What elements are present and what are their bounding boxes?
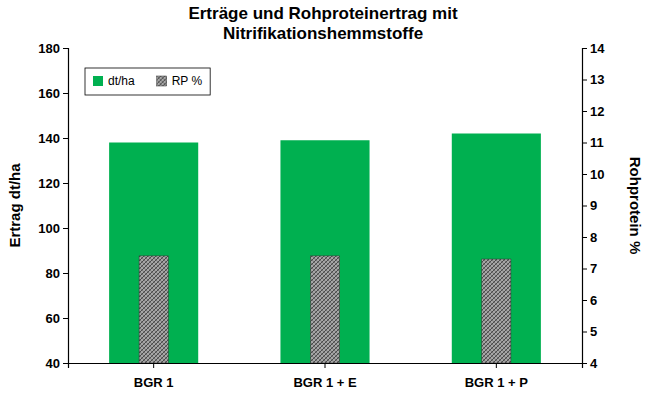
tick-label: 6 [590,293,597,308]
tick-mark [582,48,587,49]
tick-label: BGR 1 [134,375,174,390]
legend-box [85,68,210,95]
tick: 11 [582,135,604,150]
tick-mark [582,237,587,238]
axis-line [583,49,588,364]
tick-label: 140 [38,131,60,146]
tick-label: 8 [590,230,597,245]
tick-label: 5 [590,324,597,339]
tick: 100 [38,221,68,236]
tick-mark [582,143,587,144]
tick: 10 [582,167,604,182]
tick: BGR 1 + E [293,363,357,390]
tick-label: 180 [38,41,60,56]
tick-label: 13 [590,72,604,87]
tick: 40 [46,356,68,371]
title: Erträge und Rohproteinertrag mitNitrifik… [188,4,458,43]
tick-mark [63,48,68,49]
tick-mark [63,363,68,364]
tick-mark [582,174,587,175]
legend-label: dt/ha [108,74,135,88]
tick: 12 [582,104,604,119]
tick: BGR 1 + P [465,363,529,390]
tick-label: 14 [590,41,605,56]
tick-label: 80 [46,266,60,281]
tick-label: 160 [38,86,60,101]
tick-mark [153,363,154,368]
tick: 9 [582,198,597,213]
legend-item: dt/ha [93,74,135,88]
tick: 14 [582,41,605,56]
tick: 5 [582,324,597,339]
tick-mark [582,206,587,207]
bar [109,143,198,364]
tick: 4 [582,356,598,371]
bars [109,134,541,364]
tick-mark [63,318,68,319]
y2-axis: 4 5 6 7 8 9 10 11 12 13 14 [582,41,605,371]
tick-label: 9 [590,198,597,213]
tick: 6 [582,293,597,308]
tick-label: 11 [590,135,604,150]
tick: 160 [38,86,68,101]
tick-mark [582,80,587,81]
tick-label: 10 [590,167,604,182]
tick-mark [496,363,497,368]
tick-mark [63,183,68,184]
title-line: Nitrifikationshemmstoffe [223,24,423,43]
legend-label: RP % [172,74,203,88]
tick-label: 12 [590,104,604,119]
tick: 60 [46,311,68,326]
axis-line [69,364,583,369]
tick: 180 [38,41,68,56]
title-line: Erträge und Rohproteinertrag mit [188,4,458,23]
tick-label: 7 [590,261,597,276]
bar [452,134,541,364]
tick-mark [63,228,68,229]
legend-swatch [157,76,167,86]
tick-mark [63,93,68,94]
tick: 120 [38,176,68,191]
tick-label: 40 [46,356,60,371]
x-axis: BGR 1 BGR 1 + E BGR 1 + P [69,363,583,390]
y-axis: 40 60 80 100 120 140 160 180 [38,41,68,371]
tick-label: 60 [46,311,60,326]
tick-label: 100 [38,221,60,236]
legend-swatch [93,76,103,86]
tick-mark [582,332,587,333]
tick-label: BGR 1 + P [465,375,529,390]
tick-mark [582,269,587,270]
tick: 80 [46,266,68,281]
plot: 40 60 80 100 120 140 160 180 4 5 6 7 8 9 10 11 12 13 14 BGR… [38,41,605,390]
bar [310,256,339,363]
tick-mark [63,273,68,274]
tick: BGR 1 [134,363,174,390]
tick-mark [63,138,68,139]
bar [280,140,369,363]
tick-label: BGR 1 + E [293,375,357,390]
legend: dt/ha RP % [85,68,210,95]
axis-line [63,49,69,364]
tick-label: 4 [590,356,598,371]
y2-axis-title: Rohprotein % [627,157,644,255]
tick: 140 [38,131,68,146]
tick: 13 [582,72,604,87]
tick-label: 120 [38,176,60,191]
bar [139,256,168,363]
legend-item: RP % [157,74,203,88]
bar [482,259,511,363]
tick: 8 [582,230,597,245]
tick: 7 [582,261,597,276]
y-axis-title: Ertrag dt/ha [6,163,23,248]
tick-mark [582,300,587,301]
tick-mark [325,363,326,368]
tick-mark [582,111,587,112]
chart: 40 60 80 100 120 140 160 180 4 5 6 7 8 9 10 11 12 13 14 BGR… [0,0,646,419]
